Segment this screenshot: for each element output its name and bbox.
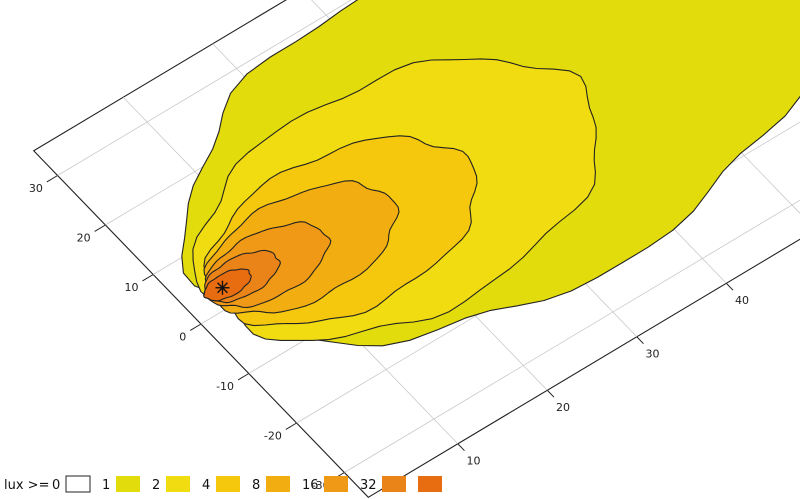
y-tick-mark (190, 323, 202, 331)
x-tick-mark (457, 443, 465, 452)
y-tick-mark (237, 373, 250, 381)
x-tick-label: 10 (466, 455, 480, 468)
legend-swatch (116, 476, 140, 492)
y-tick-label: -20 (264, 429, 282, 442)
grid-line-y (344, 199, 800, 473)
x-tick-mark (725, 282, 734, 291)
y-tick-mark (94, 224, 106, 232)
legend-label: 0 (52, 478, 60, 493)
x-axis-ticks: 102030405060 (457, 282, 749, 468)
y-tick-label: 0 (179, 330, 186, 343)
y-tick-label: 10 (124, 281, 138, 294)
legend-label: 4 (202, 478, 210, 493)
legend-swatch (324, 476, 348, 492)
legend-prefix: lux >= (4, 478, 49, 493)
legend-label: 16 (302, 478, 319, 493)
legend-swatch (418, 476, 442, 492)
grid-line-y (57, 0, 352, 176)
x-tick-label: 20 (556, 401, 570, 414)
legend-swatch (266, 476, 290, 492)
x-tick-label: 30 (645, 348, 659, 361)
y-tick-label: -10 (216, 380, 234, 393)
legend-swatch (65, 475, 91, 493)
legend: lux >= 0 1 2 4 8 16 32 (4, 475, 442, 493)
legend-label: 8 (252, 478, 260, 493)
y-tick-mark (285, 422, 297, 430)
contour-region-max (203, 268, 252, 302)
x-tick-mark (636, 336, 644, 345)
light-source-marker (215, 280, 230, 295)
legend-label: 32 (360, 478, 377, 493)
x-tick-label: 40 (735, 294, 749, 307)
legend-swatch (216, 476, 240, 492)
legend-swatch (382, 476, 406, 492)
y-tick-mark (142, 274, 154, 282)
contour-regions (181, 0, 800, 347)
x-tick-mark (546, 389, 555, 398)
y-tick-label: 30 (29, 182, 43, 195)
legend-label: 1 (102, 478, 110, 493)
legend-swatch (166, 476, 190, 492)
source-star-stroke (217, 282, 228, 294)
y-tick-mark (46, 175, 58, 183)
legend-label: 2 (152, 478, 160, 493)
y-tick-label: 20 (77, 231, 91, 244)
